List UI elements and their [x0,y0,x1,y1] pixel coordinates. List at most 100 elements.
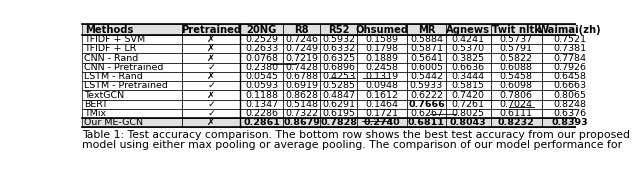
Text: 0.5458: 0.5458 [500,72,533,81]
Text: 0.1464: 0.1464 [365,100,399,109]
Bar [407,109,446,118]
Bar [358,118,407,127]
Text: 0.6005: 0.6005 [410,63,443,72]
Bar [491,24,542,35]
Bar [283,72,320,81]
Bar [283,35,320,44]
Bar [182,81,241,91]
Bar [283,44,320,53]
Text: CNN - Rand: CNN - Rand [84,54,138,63]
Bar [320,72,358,81]
Text: 0.0948: 0.0948 [365,81,399,90]
Bar [446,24,491,35]
Bar [182,91,241,100]
Text: 0.6458: 0.6458 [554,72,586,81]
Text: 0.7428: 0.7428 [285,63,318,72]
Bar [320,63,358,72]
Bar [241,24,283,35]
Bar [241,109,283,118]
Bar [81,72,182,81]
Bar [358,72,407,81]
Text: 0.6088: 0.6088 [500,63,533,72]
Text: Methods: Methods [84,25,133,35]
Bar [407,72,446,81]
Text: 0.1188: 0.1188 [245,91,278,100]
Text: ✗: ✗ [207,35,216,44]
Bar [81,109,182,118]
Text: 0.5815: 0.5815 [452,81,484,90]
Text: 0.8043: 0.8043 [450,118,486,127]
Bar [81,91,182,100]
Bar [320,81,358,91]
Bar [446,118,491,127]
Bar [182,44,241,53]
Bar [358,24,407,35]
Text: 0.4847: 0.4847 [323,91,355,100]
Text: 0.5641: 0.5641 [410,54,443,63]
Text: 0.5822: 0.5822 [500,54,533,63]
Text: 0.2380: 0.2380 [245,63,278,72]
Bar [241,72,283,81]
Bar [542,91,598,100]
Text: 0.5791: 0.5791 [500,44,533,53]
Bar [182,35,241,44]
Text: 0.1721: 0.1721 [365,109,399,118]
Text: 0.6222: 0.6222 [410,91,443,100]
Text: Our ME-GCN: Our ME-GCN [84,118,143,127]
Bar [283,63,320,72]
Text: 0.5442: 0.5442 [410,72,443,81]
Bar [407,35,446,44]
Bar [446,100,491,109]
Text: CNN - Pretrained: CNN - Pretrained [84,63,163,72]
Bar [241,81,283,91]
Text: 0.6919: 0.6919 [285,81,318,90]
Text: 0.5871: 0.5871 [410,44,443,53]
Text: 0.5737: 0.5737 [500,35,533,44]
Bar [446,72,491,81]
Bar [241,63,283,72]
Bar [241,53,283,63]
Text: 0.6291: 0.6291 [323,100,355,109]
Text: 0.2286: 0.2286 [245,109,278,118]
Bar [81,35,182,44]
Bar [407,81,446,91]
Text: 0.0545: 0.0545 [245,72,278,81]
Bar [283,118,320,127]
Bar [241,100,283,109]
Bar [182,63,241,72]
Text: ✓: ✓ [207,109,216,118]
Text: BERT: BERT [84,100,108,109]
Bar [542,109,598,118]
Bar [542,53,598,63]
Text: 0.5932: 0.5932 [323,35,355,44]
Text: 0.0768: 0.0768 [245,54,278,63]
Bar [182,24,241,35]
Text: 0.6098: 0.6098 [500,81,533,90]
Bar [491,72,542,81]
Text: ✗: ✗ [207,118,216,127]
Text: TFIDF + LR: TFIDF + LR [84,44,136,53]
Text: ✗: ✗ [207,54,216,63]
Text: Ohsumed: Ohsumed [356,25,409,35]
Bar [241,91,283,100]
Bar [491,53,542,63]
Bar [283,53,320,63]
Bar [542,44,598,53]
Text: ✓: ✓ [207,63,216,72]
Text: 0.5370: 0.5370 [452,44,485,53]
Text: Table 1: Test accuracy comparison. The bottom row shows the best test accuracy f: Table 1: Test accuracy comparison. The b… [83,130,630,140]
Bar [241,118,283,127]
Text: 0.7666: 0.7666 [408,100,445,109]
Text: 0.8679: 0.8679 [284,118,320,127]
Text: 0.6663: 0.6663 [553,81,586,90]
Bar [320,100,358,109]
Text: ✓: ✓ [207,100,216,109]
Text: 0.4253: 0.4253 [323,72,355,81]
Bar [542,72,598,81]
Text: 0.8232: 0.8232 [498,118,534,127]
Bar [320,118,358,127]
Text: 0.7249: 0.7249 [285,44,318,53]
Text: 0.7381: 0.7381 [553,44,586,53]
Bar [407,44,446,53]
Bar [446,35,491,44]
